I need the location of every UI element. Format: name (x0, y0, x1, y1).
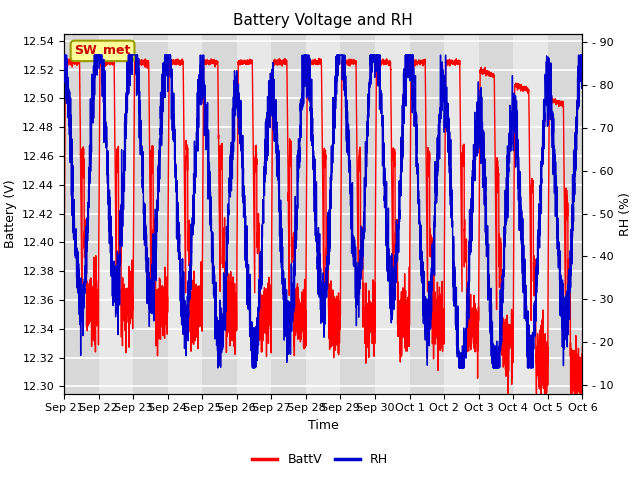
Bar (237, 34, 271, 394)
Bar (306, 34, 340, 394)
Bar (64, 34, 99, 394)
Bar (168, 34, 202, 394)
Y-axis label: Battery (V): Battery (V) (4, 180, 17, 248)
Bar (444, 34, 479, 394)
Y-axis label: RH (%): RH (%) (620, 192, 632, 236)
Bar (375, 34, 410, 394)
Bar (271, 34, 306, 394)
Bar (202, 34, 237, 394)
Bar (410, 34, 444, 394)
Bar (99, 34, 133, 394)
Bar (340, 34, 375, 394)
Bar (513, 34, 548, 394)
Bar (479, 34, 513, 394)
Text: SW_met: SW_met (74, 44, 131, 58)
Title: Battery Voltage and RH: Battery Voltage and RH (234, 13, 413, 28)
X-axis label: Time: Time (308, 419, 339, 432)
Bar (548, 34, 582, 394)
Bar (133, 34, 168, 394)
Legend: BattV, RH: BattV, RH (248, 448, 392, 471)
